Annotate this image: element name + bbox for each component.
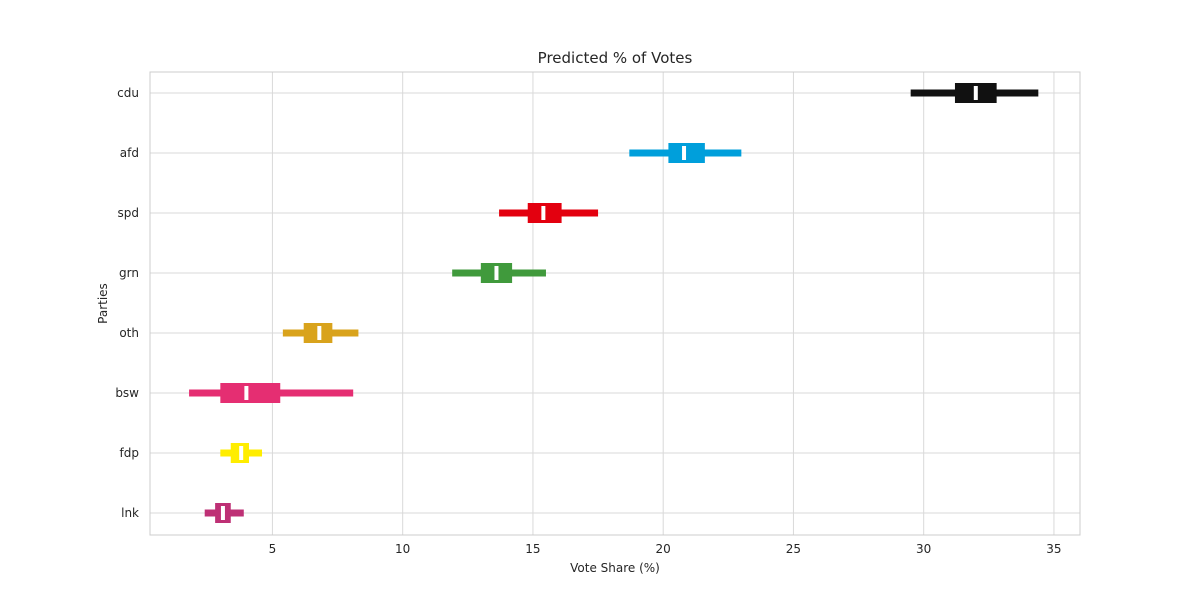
x-tick-labels: 5 10 15 20 25 30 35 <box>269 542 1062 556</box>
interval-lnk <box>204 503 244 523</box>
interval-spd <box>499 203 599 223</box>
iqr-box-afd <box>668 143 705 163</box>
x-tick-label: 20 <box>656 542 671 556</box>
y-tick-label-spd: spd <box>118 206 140 220</box>
interval-oth <box>282 323 359 343</box>
interval-grn <box>452 263 546 283</box>
median-marker-fdp <box>239 446 244 460</box>
x-tick-label: 30 <box>916 542 931 556</box>
x-tick-label: 25 <box>786 542 801 556</box>
median-marker-grn <box>494 266 499 280</box>
iqr-box-bsw <box>220 383 281 403</box>
interval-fdp <box>220 443 263 463</box>
y-tick-label-fdp: fdp <box>120 446 139 460</box>
interval-cdu <box>910 83 1039 103</box>
x-tick-label: 35 <box>1046 542 1061 556</box>
median-marker-oth <box>317 326 322 340</box>
median-marker-bsw <box>244 386 249 400</box>
y-tick-labels: cdu afd spd grn oth bsw fdp lnk <box>115 86 139 520</box>
y-tick-label-cdu: cdu <box>117 86 139 100</box>
chart-title: Predicted % of Votes <box>538 49 693 67</box>
interval-bsw <box>189 383 354 403</box>
x-tick-label: 15 <box>525 542 540 556</box>
median-marker-spd <box>541 206 546 220</box>
y-tick-label-oth: oth <box>119 326 139 340</box>
x-tick-label: 5 <box>269 542 277 556</box>
y-tick-label-grn: grn <box>119 266 139 280</box>
interval-afd <box>629 143 742 163</box>
median-marker-afd <box>682 146 687 160</box>
grid-lines <box>150 72 1080 535</box>
y-tick-label-bsw: bsw <box>115 386 139 400</box>
interval-marks <box>189 83 1039 523</box>
y-axis-label: Parties <box>96 283 110 324</box>
plot-frame <box>149 71 1081 536</box>
median-marker-lnk <box>220 506 225 520</box>
median-marker-cdu <box>973 86 978 100</box>
y-tick-label-lnk: lnk <box>121 506 139 520</box>
y-tick-label-afd: afd <box>120 146 139 160</box>
x-tick-label: 10 <box>395 542 410 556</box>
x-axis-label: Vote Share (%) <box>570 561 660 575</box>
